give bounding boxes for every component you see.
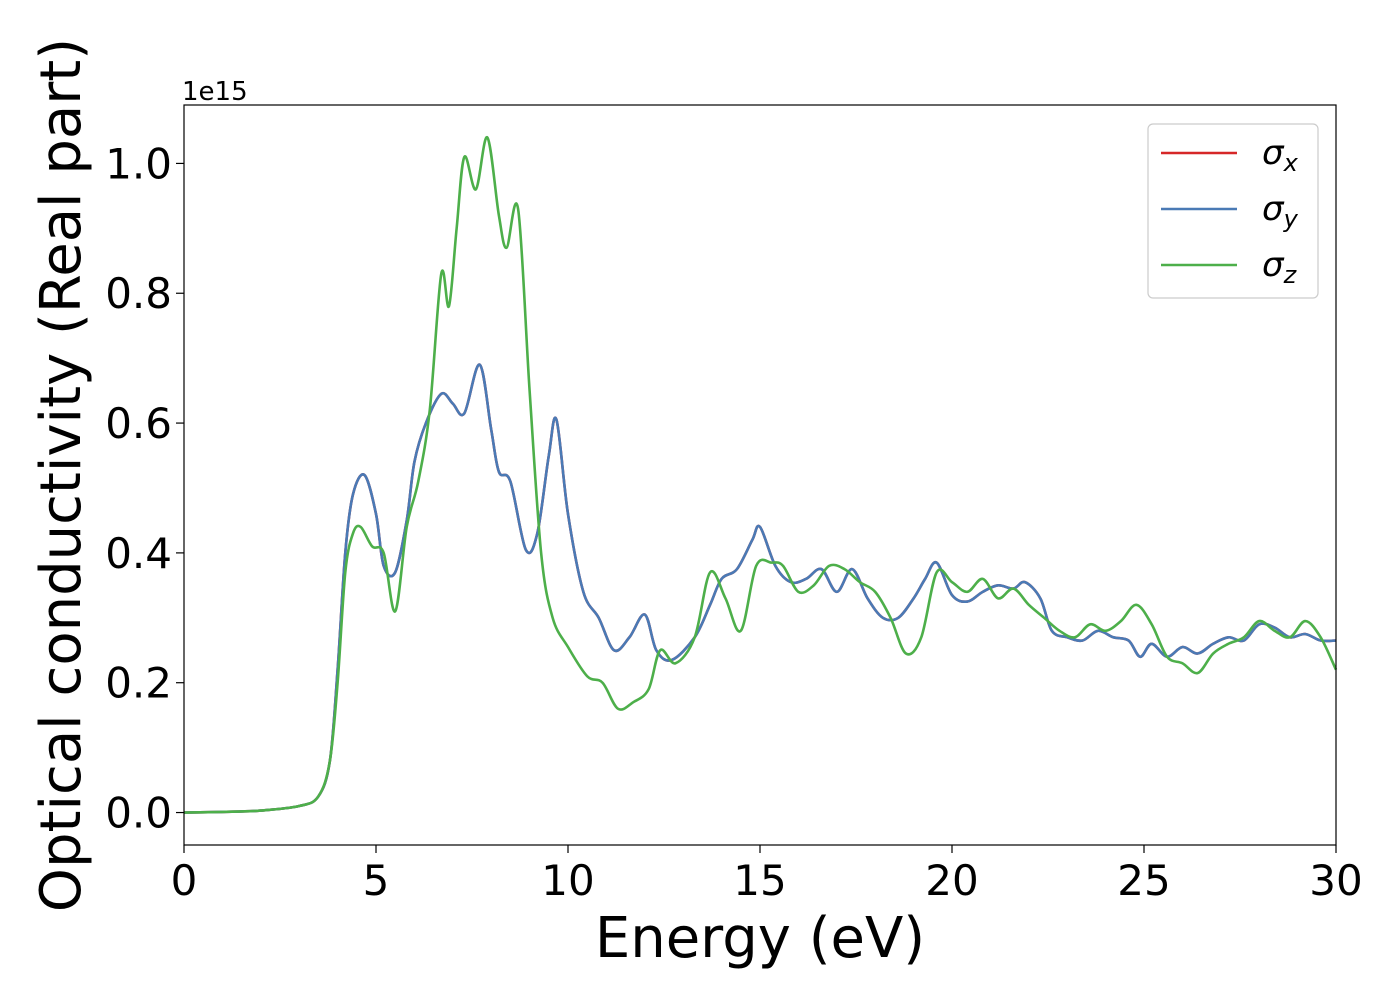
y-tick-label: 0.4 (105, 529, 172, 578)
legend: σx σy σz (1147, 123, 1319, 299)
x-tick-label: 20 (925, 856, 978, 905)
legend-entries: σx σy σz (1161, 133, 1299, 289)
y-tick-label: 0.0 (105, 789, 172, 838)
x-tick-label: 15 (733, 856, 786, 905)
y-tick-label: 1.0 (105, 139, 172, 188)
y-axis-label: Optical conductivity (Real part) (29, 38, 94, 912)
y-axis-offset-text: 1e15 (182, 77, 248, 107)
x-tick-label: 5 (363, 856, 390, 905)
legend-box (1147, 123, 1319, 299)
x-tick-label: 10 (541, 856, 594, 905)
x-axis-ticks: 0 5 10 15 20 25 30 (171, 845, 1363, 905)
series-line-z (183, 136, 1338, 814)
legend-label-y: σy (1262, 189, 1299, 233)
x-tick-label: 25 (1117, 856, 1170, 905)
y-tick-label: 0.6 (105, 399, 172, 448)
legend-label-z: σz (1262, 245, 1298, 289)
x-axis-label: Energy (eV) (595, 906, 925, 971)
y-axis-ticks: 0.0 0.2 0.4 0.6 0.8 1.0 (105, 139, 184, 838)
y-tick-label: 0.8 (105, 269, 172, 318)
x-tick-label: 30 (1309, 856, 1362, 905)
y-tick-label: 0.2 (105, 659, 172, 708)
legend-label-x: σx (1262, 133, 1299, 177)
x-tick-label: 0 (171, 856, 198, 905)
series-layer (183, 136, 1338, 814)
